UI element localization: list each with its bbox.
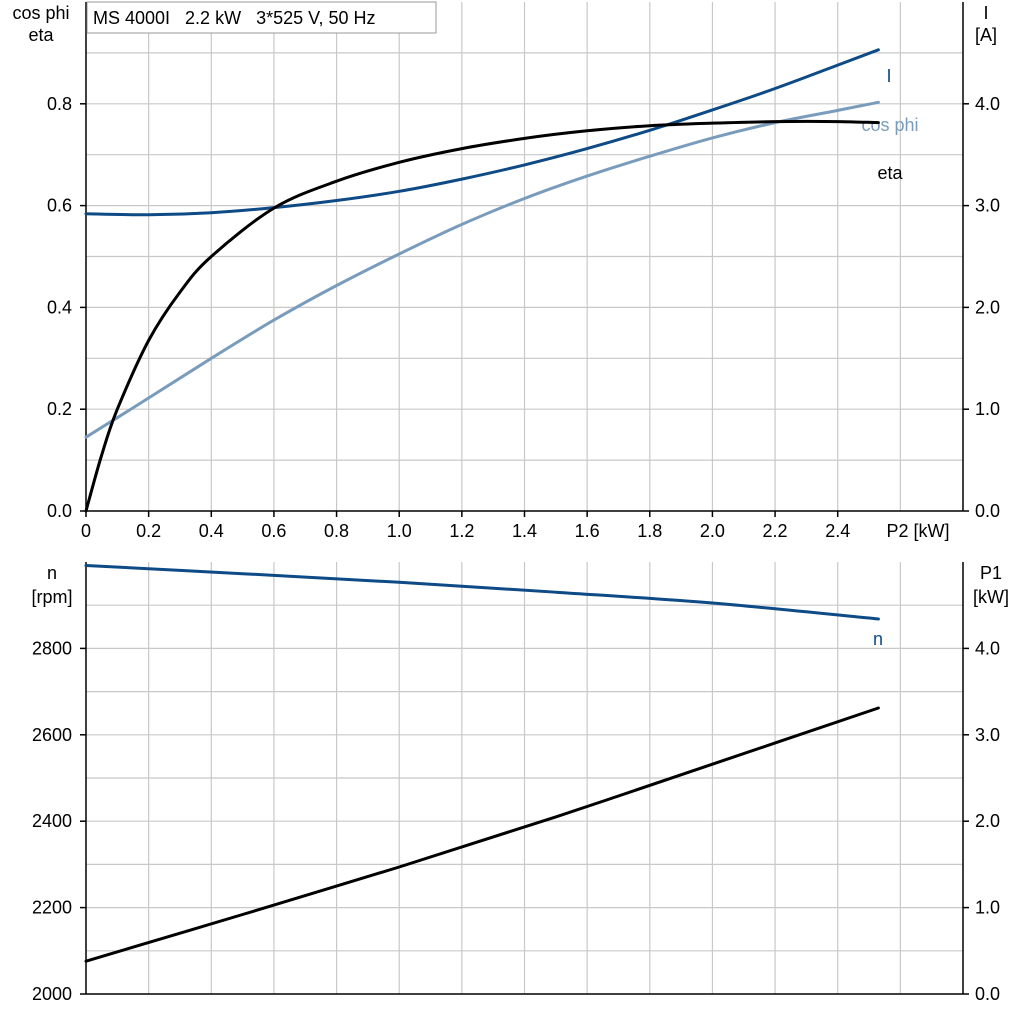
top-right-tick-label: 2.0 <box>975 297 1000 317</box>
bottom-left-axis-label-line2: [rpm] <box>31 587 72 607</box>
top-x-tick-label: 0 <box>81 521 91 541</box>
top-x-tick-label: 0.2 <box>136 521 161 541</box>
top-left-tick-label: 0.6 <box>47 196 72 216</box>
bottom-right-axis-label-line1: P1 <box>980 563 1002 583</box>
top-x-tick-label: 2.2 <box>763 521 788 541</box>
bottom-right-tick-label: 3.0 <box>975 725 1000 745</box>
bottom-plot-grid <box>86 562 963 994</box>
top-right-tick-label: 0.0 <box>975 501 1000 521</box>
top-left-tick-label: 0.2 <box>47 399 72 419</box>
bottom-plot-axes <box>85 562 964 995</box>
bottom-series-p1-line <box>84 706 880 963</box>
bottom-series-n-line <box>84 564 880 621</box>
title-box: MS 4000I 2.2 kW 3*525 V, 50 Hz <box>86 1 437 34</box>
bottom-left-axis-label-line1: n <box>47 563 57 583</box>
top-series-i-label: I <box>886 66 891 86</box>
top-right-tick-label: 4.0 <box>975 94 1000 114</box>
top-x-tick-label: 1.4 <box>512 521 537 541</box>
bottom-right-tick-label: 1.0 <box>975 898 1000 918</box>
top-x-tick-label: 1.2 <box>449 521 474 541</box>
chart-title: MS 4000I 2.2 kW 3*525 V, 50 Hz <box>93 8 376 28</box>
top-x-tick-label: 2.0 <box>700 521 725 541</box>
top-x-tick-label: 1.6 <box>575 521 600 541</box>
top-x-axis-label: P2 [kW] <box>886 521 949 541</box>
bottom-left-tick-label: 2200 <box>32 898 72 918</box>
top-x-tick-label: 0.6 <box>261 521 286 541</box>
bottom-left-tick-label: 2600 <box>32 725 72 745</box>
top-left-axis-label-line1: cos phi <box>12 3 69 23</box>
bottom-series-n-label: n <box>873 629 883 649</box>
bottom-right-tick-label: 0.0 <box>975 984 1000 1004</box>
top-x-tick-label: 1.0 <box>387 521 412 541</box>
bottom-right-tick-label: 4.0 <box>975 638 1000 658</box>
top-right-axis-label-line2: [A] <box>975 25 997 45</box>
top-tick-labels: 0.0 0.2 0.4 0.6 0.8 0.0 1.0 2.0 3.0 4.0 0 0.2 0.4 0.6… <box>47 94 1000 541</box>
top-series-cos-phi-line <box>84 100 880 439</box>
top-x-tick-label: 0.4 <box>199 521 224 541</box>
bottom-series: n <box>84 564 883 963</box>
top-left-tick-label: 0.0 <box>47 501 72 521</box>
top-plot-grid <box>86 2 963 511</box>
bottom-left-tick-label: 2800 <box>32 638 72 658</box>
bottom-left-tick-label: 2400 <box>32 811 72 831</box>
bottom-right-axis-label-line2: [kW] <box>973 587 1009 607</box>
top-x-tick-label: 2.4 <box>825 521 850 541</box>
top-series-eta-label: eta <box>877 163 903 183</box>
top-right-tick-label: 1.0 <box>975 399 1000 419</box>
top-left-tick-label: 0.8 <box>47 94 72 114</box>
top-x-tick-label: 0.8 <box>324 521 349 541</box>
top-right-axis-label-line1: I <box>983 3 988 23</box>
top-x-tick-label: 1.8 <box>637 521 662 541</box>
bottom-left-tick-label: 2000 <box>32 984 72 1004</box>
top-series-cos-phi-label: cos phi <box>861 115 918 135</box>
bottom-tick-labels: 2000 2200 2400 2600 2800 0.0 1.0 2.0 3.0 4.0 <box>32 638 1000 1004</box>
top-series-eta-line <box>84 119 880 513</box>
top-series-i-line <box>84 48 880 217</box>
top-right-tick-label: 3.0 <box>975 196 1000 216</box>
bottom-right-tick-label: 2.0 <box>975 811 1000 831</box>
top-left-axis-label-line2: eta <box>28 25 54 45</box>
top-left-tick-label: 0.4 <box>47 297 72 317</box>
